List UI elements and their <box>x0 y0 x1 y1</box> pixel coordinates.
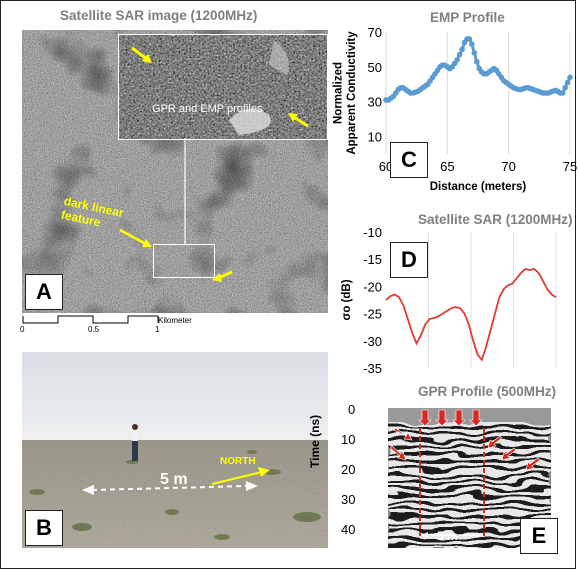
panel-letter-e: E <box>520 518 558 554</box>
sar-chart: -10 -15 -20 -25 -30 -35 σo (dB) <box>341 226 557 376</box>
gpr-ytick-30: 30 <box>341 492 356 507</box>
panel-letter-d: D <box>390 242 428 278</box>
gpr-ytick-20: 20 <box>341 462 356 477</box>
scale-tick-0-5: 0.5 <box>88 325 100 334</box>
emp-data-point <box>459 46 465 53</box>
sar-ytick-label: -15 <box>363 252 382 267</box>
emp-xtick-label: 60 <box>379 159 393 174</box>
emp-data-point <box>567 74 573 81</box>
gpr-width-label: 5 m <box>437 529 458 543</box>
field-photo <box>22 352 328 548</box>
gpr-title: GPR Profile (500MHz) <box>418 384 557 399</box>
inset-arrows <box>131 46 309 128</box>
emp-xlabel: Distance (meters) <box>430 181 527 193</box>
emp-data-point <box>469 41 475 47</box>
emp-ytick-label: 30 <box>368 95 382 110</box>
emp-ylabel-line1: Normalized <box>333 62 345 124</box>
emp-data-point <box>466 36 473 42</box>
scale-unit: Kilometer <box>158 316 192 325</box>
gpr-radargram <box>388 408 551 548</box>
emp-data-point <box>562 84 568 91</box>
emp-data-point <box>473 58 480 65</box>
sar-ytick-label: -30 <box>363 334 382 349</box>
sar-ytick-label: -35 <box>363 361 382 376</box>
scale-tick-1: 1 <box>155 325 160 334</box>
gpr-ytick-10: 10 <box>341 432 356 447</box>
sar-series-line <box>385 268 557 362</box>
emp-ytick-label: 50 <box>368 60 382 75</box>
scale-tick-0: 0 <box>20 325 25 334</box>
panel-letter-b: B <box>25 510 63 546</box>
gpr-ylabel: Time (ns) <box>308 414 322 468</box>
emp-ytick-label: 70 <box>368 26 382 40</box>
distance-arrow <box>82 481 258 495</box>
feature-arrows <box>119 228 233 282</box>
sar-ytick-label: -10 <box>363 226 382 240</box>
emp-ylabel: NormalizedApparent Conductivity <box>333 31 358 155</box>
emp-ylabel-line2: Apparent Conductivity <box>346 31 358 155</box>
emp-xtick-label: 70 <box>501 159 515 174</box>
gpr-annotations <box>389 409 541 538</box>
panel-letter-a: A <box>25 274 63 310</box>
emp-chart-title: EMP Profile <box>430 10 505 25</box>
emp-data-point <box>559 90 566 96</box>
sar-chart-title: Satellite SAR (1200MHz) <box>418 212 573 227</box>
north-label: NORTH <box>220 456 256 467</box>
emp-data-point <box>456 51 463 58</box>
inset-connector <box>184 138 186 244</box>
scale-bar <box>22 315 159 324</box>
emp-xtick-label: 65 <box>440 159 454 174</box>
sar-inset <box>118 34 328 140</box>
sar-ytick-label: -25 <box>363 307 382 322</box>
emp-xtick-label: 75 <box>563 159 577 174</box>
distance-label: 5 m <box>160 471 188 488</box>
sar-ylabel: σo (dB) <box>341 279 353 320</box>
gpr-ytick-0: 0 <box>348 402 356 417</box>
inset-label: GPR and EMP profiles <box>152 103 263 115</box>
sar-ytick-label: -20 <box>363 279 382 294</box>
profile-location-box <box>153 244 215 278</box>
emp-data-point <box>471 50 478 56</box>
gpr-ytick-40: 40 <box>341 522 356 537</box>
panel-a-title: Satellite SAR image (1200MHz) <box>60 8 258 23</box>
emp-data-point <box>454 57 460 63</box>
north-arrow <box>211 467 270 485</box>
emp-ytick-label: 10 <box>368 130 382 145</box>
gpr-axes: 0 10 20 30 40 <box>341 402 551 544</box>
emp-chart: 60 65 70 75 10 30 50 70 Distance (meters) Normali… <box>333 26 578 193</box>
emp-data-point <box>564 79 571 86</box>
panel-letter-c: C <box>390 142 428 178</box>
